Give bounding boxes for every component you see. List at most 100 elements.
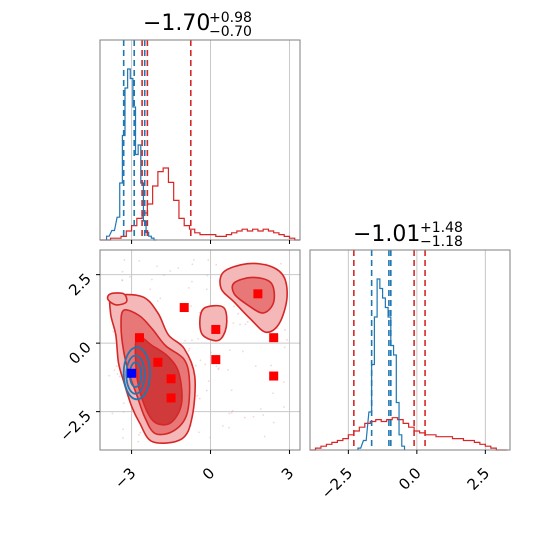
sample-point [121, 279, 124, 281]
sample-point [197, 337, 200, 340]
sample-point [286, 339, 288, 341]
histogram-x-frame [99, 39, 301, 241]
sample-point [252, 415, 255, 418]
histogram-y-red-series [310, 417, 508, 451]
panel-x-title: −1.70 [143, 11, 210, 36]
sample-point [195, 364, 197, 367]
sample-point [205, 389, 208, 392]
sample-point [259, 408, 262, 410]
sample-point [207, 259, 210, 261]
sample-point [262, 414, 265, 416]
sample-point [108, 374, 111, 377]
sample-point [283, 406, 285, 408]
sample-point [198, 311, 201, 314]
sample-point [118, 375, 121, 378]
sample-point [122, 437, 124, 439]
sample-point [231, 409, 234, 412]
sample-point [206, 274, 209, 277]
tick-label-y-1: 0.0 [65, 338, 95, 368]
sample-point [198, 397, 201, 400]
sample-point [196, 394, 199, 397]
panel-y-title: −1.01 [353, 222, 420, 247]
sample-point [232, 322, 235, 324]
red-marker-6 [166, 374, 176, 384]
panel-x-median: −1.70 [143, 11, 210, 36]
histogram-x-red-series [100, 167, 300, 241]
histogram-y-blue-series [357, 278, 406, 450]
contour-red-island-a-inner [231, 276, 276, 314]
sample-point [272, 392, 274, 395]
red-marker-8 [211, 355, 221, 365]
sample-point [149, 288, 152, 291]
sample-point [191, 263, 194, 266]
sample-point [138, 434, 140, 436]
sample-point [217, 368, 220, 371]
sample-point [190, 305, 192, 308]
histogram-x-panel [99, 39, 301, 241]
red-marker-2 [211, 324, 221, 334]
joint-frame [99, 249, 301, 451]
panel-y-title-plus: +1.48 [420, 220, 463, 236]
sample-point [156, 300, 159, 302]
tick-label-hy-1: 0.0 [395, 464, 425, 494]
contour-red-island-b [198, 304, 228, 342]
sample-point [163, 274, 166, 277]
sample-point [263, 435, 266, 438]
sample-point [193, 259, 195, 261]
sample-point [188, 347, 191, 350]
sample-point [239, 323, 241, 326]
sample-point [177, 267, 180, 270]
sample-point [227, 369, 229, 371]
sample-point [282, 381, 285, 384]
sample-point [122, 410, 125, 413]
sample-point [233, 305, 236, 308]
sample-point [159, 297, 162, 300]
contour-blue-1 [125, 354, 146, 395]
sample-point [187, 286, 190, 289]
sample-point [272, 421, 275, 424]
joint-density-panel [99, 249, 301, 451]
sample-point [116, 373, 119, 375]
sample-point [270, 364, 272, 367]
sample-point [210, 351, 213, 354]
sample-point [112, 330, 115, 333]
sample-point [115, 365, 118, 368]
sample-point [204, 363, 207, 366]
sample-point [237, 312, 240, 315]
tick-label-x-2: 3 [278, 464, 297, 483]
sample-point [138, 259, 141, 262]
sample-point [244, 323, 247, 326]
red-marker-3 [253, 289, 263, 299]
panel-y-median: −1.01 [353, 222, 420, 247]
sample-point [254, 365, 257, 368]
contour-blue-0 [122, 346, 151, 401]
sample-point [228, 412, 231, 415]
joint-plot-area [100, 250, 300, 450]
sample-point [187, 349, 190, 352]
sample-point [284, 329, 286, 331]
panel-x-title-minus: −0.70 [209, 24, 252, 40]
sample-point [156, 265, 158, 268]
sample-point [209, 436, 211, 439]
sample-point [169, 270, 172, 272]
panel-x-title-plus: +0.98 [209, 10, 252, 26]
red-marker-7 [166, 393, 176, 403]
sample-point [230, 411, 233, 414]
tick-label-x-0: −3 [111, 464, 139, 492]
sample-point [228, 349, 231, 352]
sample-point [139, 431, 142, 434]
tick-label-y-2: 2.5 [65, 270, 95, 300]
sample-point [215, 365, 218, 368]
red-marker-5 [153, 357, 163, 367]
sample-point [184, 339, 187, 342]
sample-point [197, 431, 200, 434]
tick-label-y-0: −2.5 [56, 407, 94, 445]
red-marker-9 [269, 371, 279, 381]
sample-point [230, 389, 233, 392]
red-marker-4 [269, 333, 279, 343]
sample-point [137, 440, 140, 443]
tick-label-hy-0: −2.5 [318, 464, 356, 502]
red-marker-0 [134, 333, 144, 343]
contour-red-island-c [106, 292, 128, 306]
